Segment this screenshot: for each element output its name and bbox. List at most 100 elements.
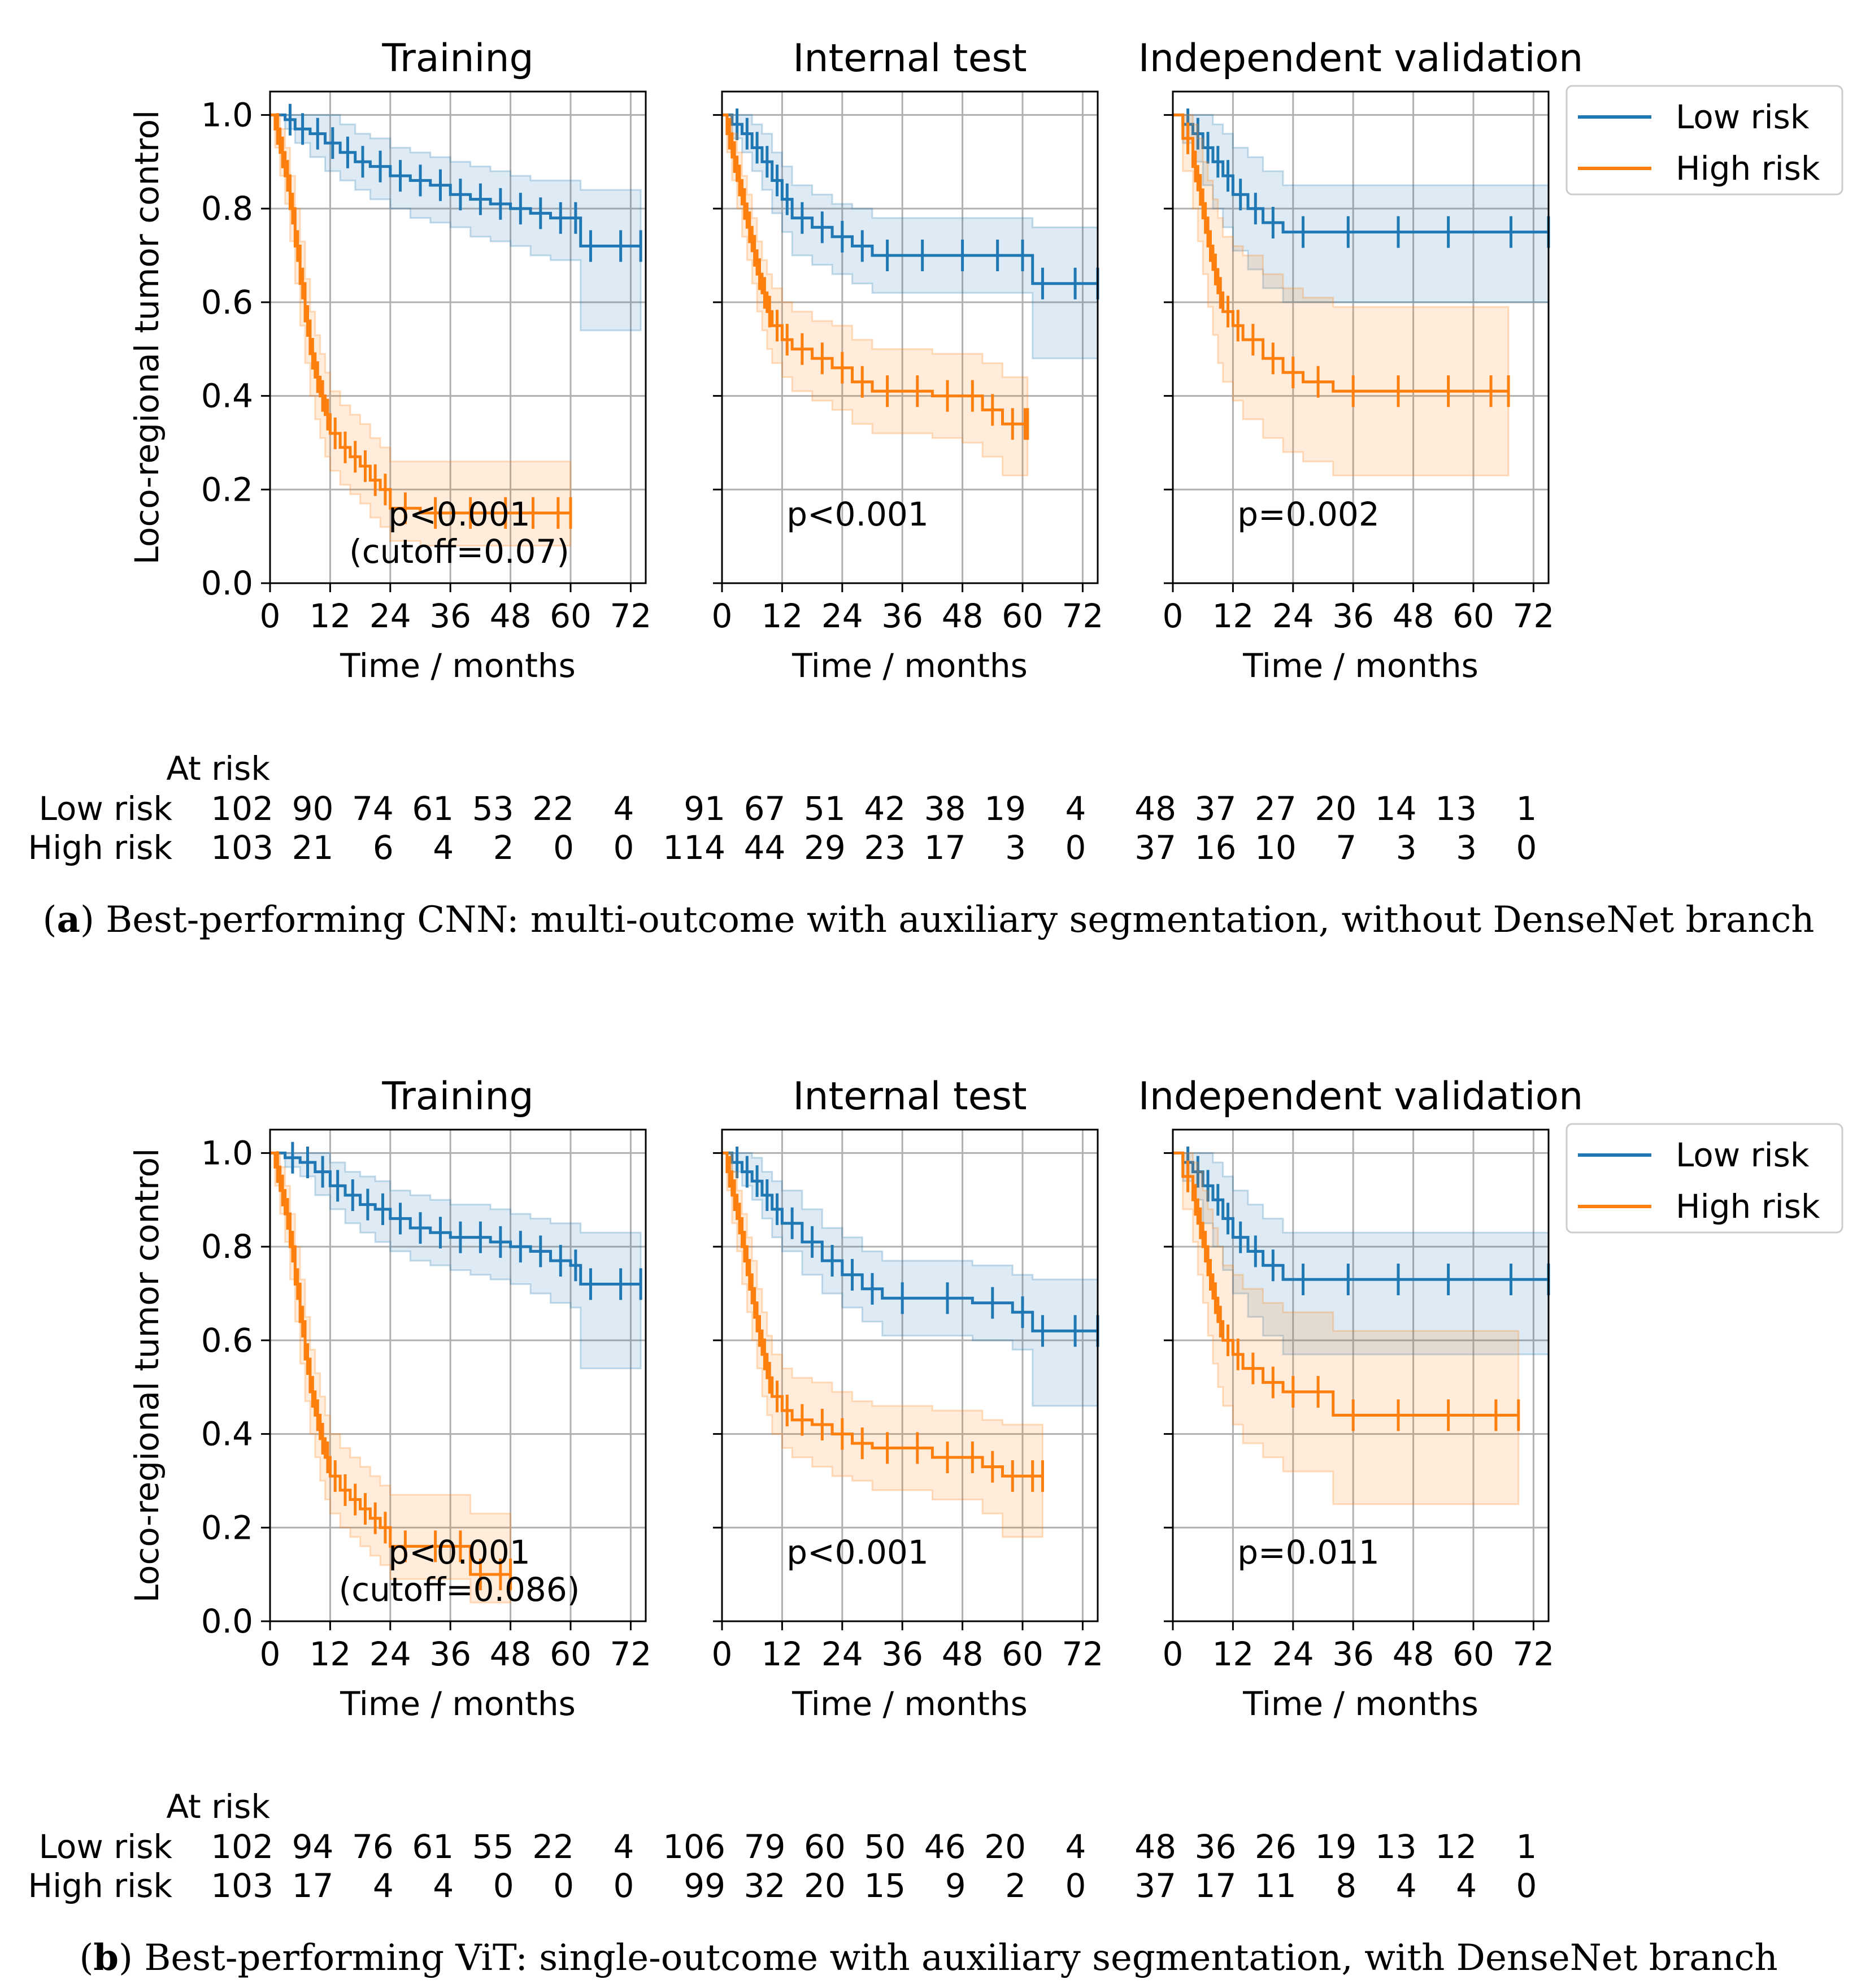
at-risk-count: 106	[663, 1828, 725, 1866]
x-tick-label: 12	[761, 597, 803, 635]
ci-band-low	[270, 1152, 642, 1370]
x-tick-label: 12	[761, 1635, 803, 1673]
at-risk-count: 4	[433, 828, 454, 867]
x-tick-label: 60	[550, 1635, 592, 1673]
x-axis-label: Time / months	[340, 646, 576, 685]
x-tick-label: 36	[1332, 597, 1374, 635]
x-tick-label: 0	[260, 1635, 281, 1673]
at-risk-row-label: Low risk	[39, 1828, 173, 1866]
at-risk-count: 15	[864, 1867, 906, 1905]
axes-frame	[269, 1128, 647, 1622]
at-risk-count: 20	[984, 1828, 1026, 1866]
legend: Low risk High risk	[1565, 85, 1843, 196]
km-curve-high	[1173, 113, 1509, 393]
at-risk-count: 67	[744, 789, 786, 828]
panel-1-1: 0 12 24 36 48 60 72 Internal test Time / months p…	[712, 1074, 1104, 1723]
x-tick-label: 36	[429, 597, 471, 635]
at-risk-count: 37	[1134, 828, 1176, 867]
at-risk-count: 4	[433, 1867, 454, 1905]
at-risk-count: 44	[744, 828, 786, 867]
km-curve-low	[722, 1151, 1098, 1332]
x-tick-label: 24	[1272, 1635, 1314, 1673]
panel-title: Independent validation	[1138, 36, 1583, 81]
x-tick-label: 72	[1512, 1635, 1554, 1673]
ci-band-high	[270, 1152, 512, 1604]
panel-title: Training	[381, 1074, 533, 1119]
caption-b: (b) Best-performing ViT: single-outcome …	[79, 1937, 1778, 1979]
x-tick-label: 72	[610, 1635, 651, 1673]
at-risk-count: 4	[1065, 1828, 1086, 1866]
x-tick-label: 36	[881, 597, 923, 635]
x-tick-label: 60	[1002, 597, 1043, 635]
panel-0-0: 0 12 24 36 48 60 72 0.0 0.2 0.4 0.6 0.8 1.0 Training T…	[128, 36, 651, 685]
at-risk-count: 2	[1005, 1867, 1026, 1905]
at-risk-count: 20	[1315, 789, 1356, 828]
x-tick-label: 48	[1393, 597, 1434, 635]
at-risk-count: 38	[924, 789, 966, 828]
at-risk-count: 4	[1456, 1867, 1477, 1905]
km-curve-low	[722, 113, 1098, 285]
x-tick-label: 0	[1163, 1635, 1184, 1673]
x-tick-label: 12	[309, 597, 351, 635]
at-risk-count: 114	[663, 828, 725, 867]
x-tick-label: 60	[550, 597, 592, 635]
axes-frame	[721, 1128, 1099, 1622]
at-risk-count: 4	[1065, 789, 1086, 828]
km-curve-low	[1173, 1151, 1549, 1281]
caption-a-label: a	[56, 898, 80, 941]
at-risk-count: 17	[1195, 1867, 1237, 1905]
km-curve-high	[1173, 1151, 1519, 1417]
at-risk-count: 90	[292, 789, 334, 828]
at-risk-count: 0	[553, 828, 574, 867]
at-risk-count: 11	[1255, 1867, 1297, 1905]
y-tick-label: 0.4	[201, 377, 253, 415]
at-risk-count: 46	[924, 1828, 966, 1866]
legend-label-low: Low risk	[1676, 1136, 1810, 1174]
axes-frame	[1172, 1128, 1550, 1622]
cutoff-annotation: (cutoff=0.086)	[339, 1570, 580, 1609]
at-risk-count: 19	[984, 789, 1026, 828]
x-tick-label: 36	[881, 1635, 923, 1673]
at-risk-count: 17	[292, 1867, 334, 1905]
at-risk-count: 10	[1255, 828, 1297, 867]
at-risk-row-label: High risk	[28, 1867, 172, 1905]
at-risk-count: 3	[1396, 828, 1417, 867]
at-risk-count: 0	[613, 828, 634, 867]
axes-frame	[721, 90, 1099, 584]
at-risk-count: 37	[1134, 1867, 1176, 1905]
x-tick-label: 60	[1452, 597, 1494, 635]
y-tick-label: 0.2	[201, 1508, 253, 1547]
km-curve-high	[722, 1151, 1043, 1478]
p-value-annotation: p=0.011	[1237, 1533, 1379, 1572]
y-tick-label: 1.0	[201, 96, 253, 134]
panel-0-2: 0 12 24 36 48 60 72 Independent validation Time …	[1138, 36, 1583, 685]
x-axis-label: Time / months	[791, 646, 1028, 685]
at-risk-count: 14	[1375, 789, 1417, 828]
at-risk-count: 51	[804, 789, 846, 828]
at-risk-count: 102	[211, 789, 273, 828]
at-risk-row-label: Low risk	[39, 789, 173, 828]
at-risk-count: 13	[1435, 789, 1477, 828]
y-tick-label: 0.6	[201, 283, 253, 322]
at-risk-count: 103	[211, 1867, 273, 1905]
x-tick-label: 48	[1393, 1635, 1434, 1673]
at-risk-count: 23	[864, 828, 906, 867]
x-tick-label: 60	[1452, 1635, 1494, 1673]
legend-label-high: High risk	[1676, 1187, 1820, 1226]
x-axis-label: Time / months	[791, 1685, 1028, 1723]
x-tick-label: 0	[260, 597, 281, 635]
ci-band-low	[1173, 1152, 1550, 1356]
panel-title: Internal test	[793, 36, 1027, 81]
y-tick-label: 0.0	[201, 564, 253, 602]
legend-label-high: High risk	[1676, 149, 1820, 188]
x-tick-label: 72	[1512, 597, 1554, 635]
at-risk-count: 61	[412, 789, 454, 828]
ci-band-high	[722, 1152, 1043, 1538]
y-tick-label: 0.0	[201, 1602, 253, 1640]
at-risk-count: 13	[1375, 1828, 1417, 1866]
x-tick-label: 48	[490, 597, 532, 635]
x-tick-label: 0	[712, 1635, 733, 1673]
ci-band-low	[270, 114, 642, 332]
